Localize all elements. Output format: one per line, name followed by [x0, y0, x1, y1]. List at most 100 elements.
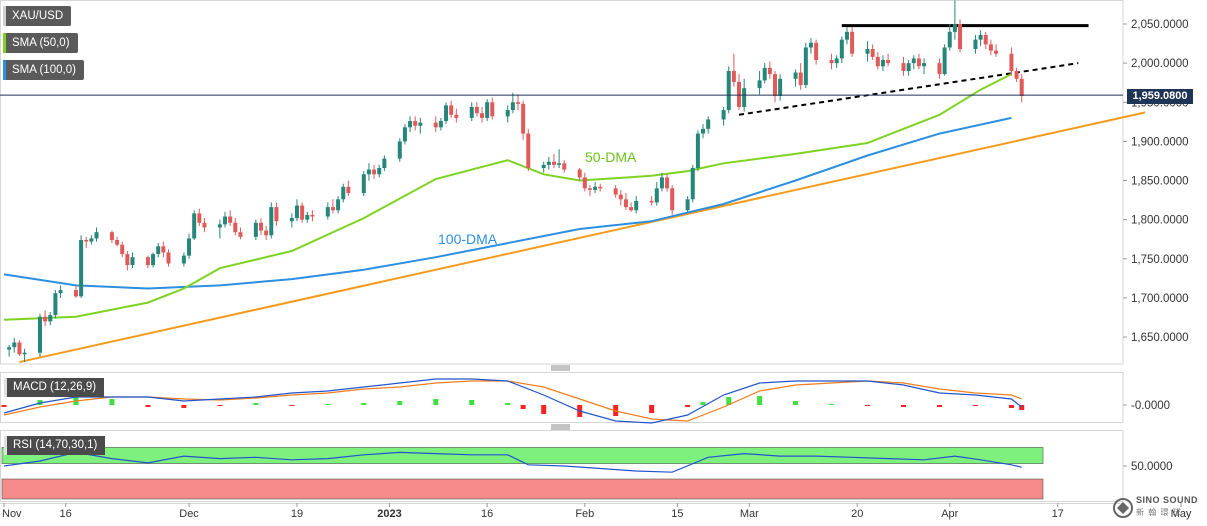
candle-body	[187, 238, 192, 256]
candle-body	[474, 106, 479, 114]
candle-body	[402, 127, 407, 142]
candle-body	[480, 113, 485, 118]
candle-body	[181, 255, 186, 264]
macd-label[interactable]: MACD (12,26,9)	[4, 378, 105, 397]
candle-body	[202, 222, 207, 228]
candle-body	[7, 347, 12, 350]
candle-body	[516, 102, 520, 104]
candle-body	[84, 239, 89, 242]
x-tick-label: 20	[851, 508, 863, 520]
candle-body	[546, 161, 551, 165]
trendline-rising-support	[19, 111, 1146, 364]
candle-body	[814, 42, 819, 60]
candle-body	[865, 49, 870, 54]
candle-body	[988, 44, 993, 51]
candle-body	[690, 167, 695, 200]
x-tick-label: 19	[291, 508, 303, 520]
x-tick-label: 16	[481, 508, 493, 520]
legend-swatch	[3, 6, 6, 26]
y-tick-label: 2,000.0000	[1131, 58, 1189, 70]
candle-body	[659, 177, 664, 189]
annotation-100dma: 100-DMA	[438, 231, 498, 247]
candle-body	[618, 194, 623, 200]
candle-body	[300, 205, 305, 220]
candle-body	[17, 342, 22, 355]
annotation-50dma: 50-DMA	[585, 149, 637, 165]
x-tick-label: May	[1171, 508, 1192, 520]
candle-body	[521, 103, 526, 134]
candle-body	[726, 70, 731, 111]
candle-body	[670, 188, 675, 211]
candle-body	[880, 59, 885, 67]
candle-body	[438, 121, 443, 128]
macd-histogram-bar	[253, 403, 259, 405]
candle-body	[665, 177, 670, 189]
candle-body	[366, 169, 371, 175]
macd-histogram-bar	[700, 402, 706, 405]
candle-body	[850, 31, 855, 54]
candle-body	[145, 257, 150, 266]
candle-body	[510, 102, 515, 111]
candle-body	[58, 290, 63, 294]
candle-body	[613, 188, 618, 195]
candle-body	[973, 39, 978, 50]
candle-body	[449, 105, 454, 115]
legend-sma50[interactable]: SMA (50,0)	[3, 33, 78, 53]
candle-body	[767, 67, 772, 75]
rsi-line	[3, 451, 1022, 473]
rsi-text: RSI (14,70,30,1)	[13, 439, 98, 451]
candle-body	[79, 239, 84, 297]
candle-body	[125, 254, 130, 266]
y-tick-label: 1,800.0000	[1131, 215, 1189, 227]
candle-body	[706, 119, 711, 129]
macd-histogram-bar	[541, 405, 547, 414]
legend-sma100[interactable]: SMA (100,0)	[3, 60, 84, 80]
candle-body	[238, 232, 243, 237]
candle-body	[444, 105, 449, 122]
candle-body	[983, 34, 988, 45]
candle-body	[762, 67, 767, 81]
candle-body	[685, 199, 690, 211]
candle-body	[361, 174, 366, 194]
macd-histogram-bar	[325, 404, 331, 405]
macd-histogram-bar	[685, 405, 691, 407]
macd-histogram-bar	[109, 399, 115, 405]
candle-body	[598, 186, 603, 189]
macd-histogram-bar	[217, 405, 223, 406]
sma50-line	[3, 73, 1012, 321]
rsi-label[interactable]: RSI (14,70,30,1)	[4, 436, 106, 455]
trendline-support	[738, 62, 1079, 116]
macd-histogram-bar	[145, 405, 151, 407]
x-tick-label: Dec	[179, 508, 199, 520]
candle-body	[834, 58, 839, 64]
macd-histogram-bar	[1008, 405, 1014, 408]
candle-body	[587, 188, 592, 190]
macd-histogram-bar	[1019, 405, 1025, 410]
x-tick-label: Nov	[2, 508, 22, 520]
macd-histogram-bar	[649, 405, 655, 413]
candle-body	[757, 80, 762, 89]
candle-body	[1019, 78, 1024, 96]
candle-body	[89, 238, 94, 242]
x-tick-label: Feb	[575, 508, 594, 520]
macd-histogram-bar	[505, 403, 511, 405]
macd-histogram-bar	[936, 405, 942, 407]
candle-body	[305, 214, 310, 220]
macd-histogram-bar	[793, 401, 799, 405]
candle-body	[952, 24, 957, 32]
candle-body	[737, 81, 742, 107]
candle-body	[161, 246, 166, 253]
macd-histogram-bar	[397, 401, 403, 405]
candle-body	[433, 122, 438, 128]
macd-y-tick-label: -0.0000	[1131, 400, 1170, 412]
candle-body	[654, 188, 659, 203]
last-price-tag: 1,959.0800	[1127, 89, 1193, 104]
candle-body	[192, 213, 197, 239]
candle-body	[233, 222, 238, 233]
candle-body	[870, 49, 875, 57]
candle-body	[94, 232, 99, 239]
y-tick-label: 1,700.0000	[1131, 293, 1189, 305]
instrument-label[interactable]: XAU/USD	[3, 6, 72, 26]
candle-body	[593, 186, 598, 190]
